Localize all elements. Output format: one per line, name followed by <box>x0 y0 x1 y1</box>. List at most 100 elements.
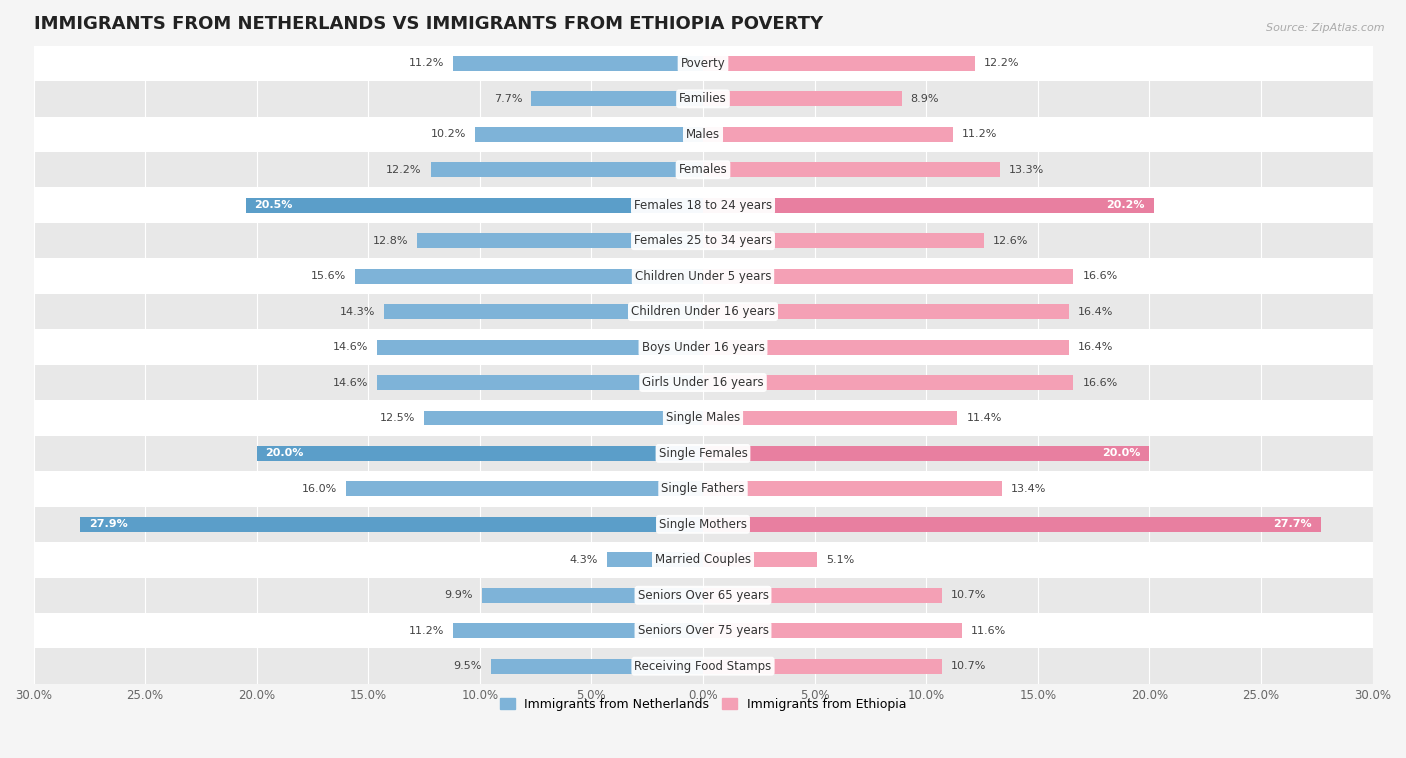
Bar <box>34 117 1372 152</box>
Bar <box>80 517 703 532</box>
Text: Families: Families <box>679 92 727 105</box>
Text: Males: Males <box>686 128 720 141</box>
Bar <box>453 623 703 638</box>
Text: 27.9%: 27.9% <box>90 519 128 529</box>
Text: 14.6%: 14.6% <box>333 342 368 352</box>
Bar <box>703 411 957 425</box>
Bar <box>34 578 1372 613</box>
Text: 5.1%: 5.1% <box>825 555 853 565</box>
Bar <box>703 268 1073 283</box>
Text: 14.3%: 14.3% <box>340 306 375 317</box>
Bar <box>34 400 1372 436</box>
Text: 27.7%: 27.7% <box>1274 519 1312 529</box>
Bar <box>34 542 1372 578</box>
Bar <box>377 375 703 390</box>
Bar <box>354 268 703 283</box>
Bar <box>703 127 953 142</box>
Text: 15.6%: 15.6% <box>311 271 346 281</box>
Bar <box>703 56 976 70</box>
Text: Boys Under 16 years: Boys Under 16 years <box>641 340 765 353</box>
Bar <box>531 92 703 106</box>
Legend: Immigrants from Netherlands, Immigrants from Ethiopia: Immigrants from Netherlands, Immigrants … <box>495 693 911 716</box>
Bar <box>34 223 1372 258</box>
Text: 10.2%: 10.2% <box>432 130 467 139</box>
Text: 12.8%: 12.8% <box>373 236 408 246</box>
Text: 13.4%: 13.4% <box>1011 484 1046 494</box>
Text: Source: ZipAtlas.com: Source: ZipAtlas.com <box>1267 23 1385 33</box>
Bar <box>703 481 1002 496</box>
Text: 16.4%: 16.4% <box>1078 342 1114 352</box>
Text: 16.6%: 16.6% <box>1083 271 1118 281</box>
Text: Poverty: Poverty <box>681 57 725 70</box>
Bar <box>703 375 1073 390</box>
Text: 8.9%: 8.9% <box>911 94 939 104</box>
Bar <box>703 587 942 603</box>
Bar <box>703 659 942 674</box>
Bar <box>703 198 1154 213</box>
Bar <box>703 304 1069 319</box>
Bar <box>34 648 1372 684</box>
Text: 16.4%: 16.4% <box>1078 306 1114 317</box>
Text: 9.9%: 9.9% <box>444 590 474 600</box>
Bar <box>482 587 703 603</box>
Bar <box>377 340 703 355</box>
Text: 12.2%: 12.2% <box>387 164 422 175</box>
Bar <box>34 258 1372 294</box>
Text: 11.6%: 11.6% <box>970 625 1007 636</box>
Text: 10.7%: 10.7% <box>950 661 986 671</box>
Bar <box>703 517 1322 532</box>
Bar <box>34 506 1372 542</box>
Bar <box>34 471 1372 506</box>
Bar <box>430 162 703 177</box>
Text: Single Fathers: Single Fathers <box>661 482 745 496</box>
Bar <box>703 92 901 106</box>
Text: 20.0%: 20.0% <box>1102 449 1140 459</box>
Bar <box>453 56 703 70</box>
Bar <box>491 659 703 674</box>
Bar <box>384 304 703 319</box>
Text: Single Females: Single Females <box>658 447 748 460</box>
Bar <box>703 340 1069 355</box>
Text: 7.7%: 7.7% <box>494 94 522 104</box>
Bar <box>34 436 1372 471</box>
Text: Receiving Food Stamps: Receiving Food Stamps <box>634 659 772 672</box>
Text: IMMIGRANTS FROM NETHERLANDS VS IMMIGRANTS FROM ETHIOPIA POVERTY: IMMIGRANTS FROM NETHERLANDS VS IMMIGRANT… <box>34 15 823 33</box>
Text: 12.5%: 12.5% <box>380 413 415 423</box>
Text: Females: Females <box>679 163 727 177</box>
Text: Seniors Over 75 years: Seniors Over 75 years <box>637 625 769 637</box>
Text: Children Under 5 years: Children Under 5 years <box>634 270 772 283</box>
Text: 11.2%: 11.2% <box>409 625 444 636</box>
Bar <box>703 446 1149 461</box>
Text: Females 25 to 34 years: Females 25 to 34 years <box>634 234 772 247</box>
Text: Married Couples: Married Couples <box>655 553 751 566</box>
Text: 11.2%: 11.2% <box>409 58 444 68</box>
Bar <box>246 198 703 213</box>
Bar <box>703 233 984 248</box>
Bar <box>34 365 1372 400</box>
Bar <box>346 481 703 496</box>
Bar <box>475 127 703 142</box>
Bar <box>34 187 1372 223</box>
Bar <box>703 553 817 567</box>
Bar <box>34 152 1372 187</box>
Text: 16.6%: 16.6% <box>1083 377 1118 387</box>
Text: 4.3%: 4.3% <box>569 555 598 565</box>
Bar <box>425 411 703 425</box>
Text: 20.5%: 20.5% <box>254 200 292 210</box>
Bar <box>34 294 1372 329</box>
Text: Single Mothers: Single Mothers <box>659 518 747 531</box>
Bar <box>34 329 1372 365</box>
Text: Children Under 16 years: Children Under 16 years <box>631 305 775 318</box>
Bar <box>34 613 1372 648</box>
Text: 12.2%: 12.2% <box>984 58 1019 68</box>
Text: Single Males: Single Males <box>666 412 740 424</box>
Text: 10.7%: 10.7% <box>950 590 986 600</box>
Text: 11.2%: 11.2% <box>962 130 997 139</box>
Text: 11.4%: 11.4% <box>966 413 1001 423</box>
Bar <box>418 233 703 248</box>
Text: 12.6%: 12.6% <box>993 236 1029 246</box>
Text: Girls Under 16 years: Girls Under 16 years <box>643 376 763 389</box>
Text: 13.3%: 13.3% <box>1008 164 1045 175</box>
Text: Females 18 to 24 years: Females 18 to 24 years <box>634 199 772 211</box>
Bar <box>703 623 962 638</box>
